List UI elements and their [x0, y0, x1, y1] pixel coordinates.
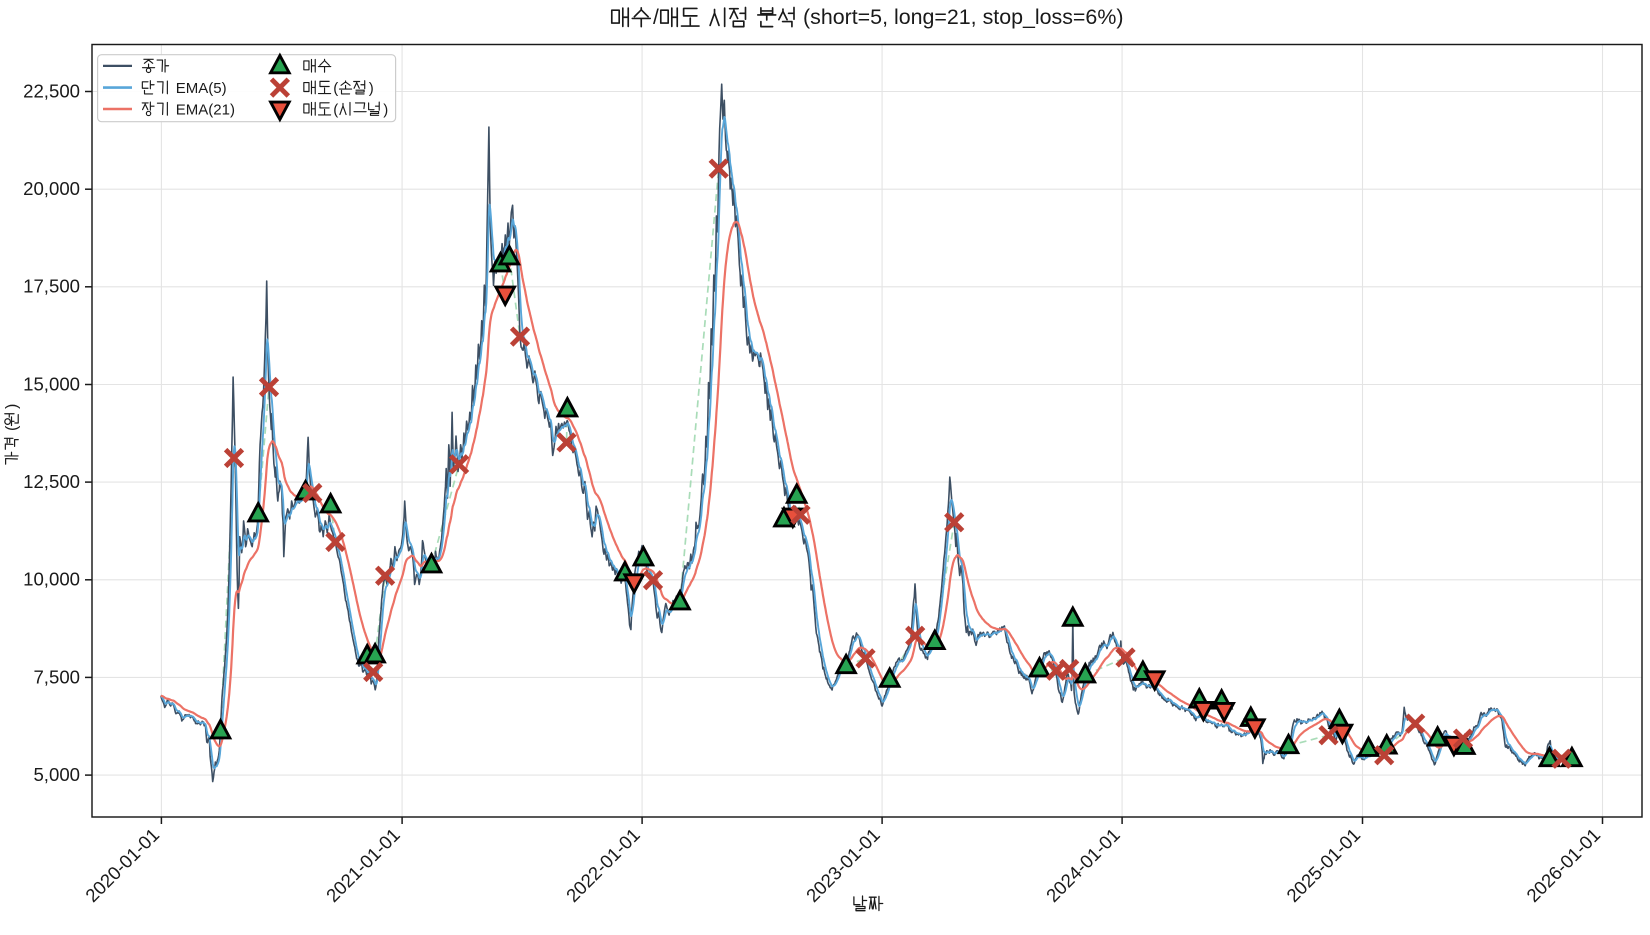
svg-text:22,500: 22,500: [23, 80, 80, 101]
svg-text:10,000: 10,000: [23, 569, 80, 590]
svg-text:EMA(5): EMA(5): [176, 80, 227, 97]
svg-text:(: (: [333, 80, 338, 97]
svg-text:): ): [383, 102, 388, 119]
svg-text:(: (: [4, 425, 21, 431]
svg-text:7,500: 7,500: [33, 666, 80, 687]
svg-text:EMA(21): EMA(21): [176, 102, 235, 119]
svg-text:5,000: 5,000: [33, 764, 80, 785]
svg-text:12,500: 12,500: [23, 471, 80, 492]
svg-text:(: (: [333, 102, 338, 119]
svg-text:): ): [369, 80, 374, 97]
svg-text:/: /: [653, 6, 659, 29]
svg-text:15,000: 15,000: [23, 373, 80, 394]
svg-text:20,000: 20,000: [23, 178, 80, 199]
svg-text:(short=5, long=21, stop_loss=6: (short=5, long=21, stop_loss=6%): [803, 5, 1123, 29]
svg-text:17,500: 17,500: [23, 276, 80, 297]
svg-text:): ): [4, 404, 21, 409]
